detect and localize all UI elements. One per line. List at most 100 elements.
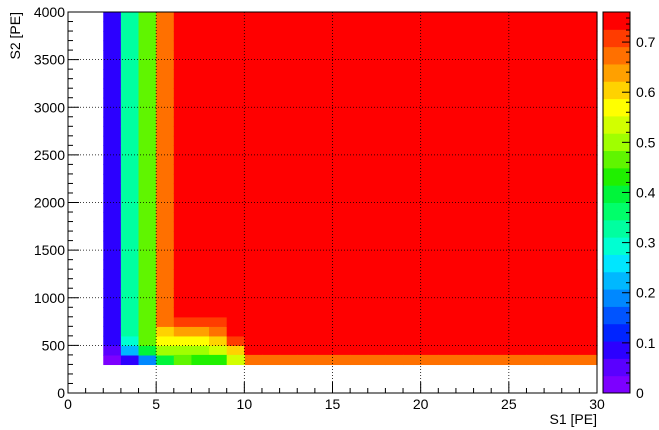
heatmap-cell <box>226 78 245 89</box>
heatmap-cell <box>438 59 457 70</box>
heatmap-cell <box>491 288 510 299</box>
heatmap-cell <box>367 40 386 51</box>
heatmap-cell <box>314 297 334 308</box>
heatmap-cell <box>455 335 475 346</box>
heatmap-cell <box>579 183 598 194</box>
heatmap-cell <box>438 345 457 356</box>
heatmap-cell <box>561 288 580 299</box>
heatmap-cell <box>138 126 157 137</box>
heatmap-cell <box>508 88 528 99</box>
heatmap-cell <box>156 354 175 366</box>
heatmap-cell <box>420 231 439 242</box>
heatmap-cell <box>350 212 369 223</box>
heatmap-cell <box>120 173 140 185</box>
heatmap-cell <box>332 221 351 232</box>
heatmap-cell <box>103 345 122 356</box>
heatmap-cell <box>455 97 475 108</box>
heatmap-cell <box>261 316 281 327</box>
colorbar-tick-label: 0.2 <box>636 285 656 301</box>
heatmap-cell <box>297 212 316 223</box>
heatmap-cell <box>491 221 510 232</box>
heatmap-cell <box>438 316 457 327</box>
heatmap-cell <box>156 345 175 356</box>
heatmap-cell <box>420 250 439 261</box>
heatmap-cell <box>297 135 316 146</box>
heatmap-cell <box>561 78 580 89</box>
heatmap-cell <box>403 145 422 156</box>
heatmap-cell <box>103 154 122 165</box>
heatmap-cell <box>138 269 157 280</box>
heatmap-cell <box>332 288 351 299</box>
heatmap-cell <box>350 31 369 42</box>
heatmap-cell <box>314 278 334 289</box>
heatmap-cell <box>403 173 422 185</box>
heatmap-cell <box>120 183 140 194</box>
heatmap-cell <box>120 307 140 318</box>
heatmap-cell <box>561 278 580 289</box>
heatmap-cell <box>261 173 281 185</box>
heatmap-cell <box>279 88 298 99</box>
heatmap-cell <box>455 145 475 156</box>
heatmap-cell <box>209 107 228 118</box>
heatmap-cell <box>156 145 175 156</box>
heatmap-cell <box>420 316 439 327</box>
heatmap-cell <box>297 231 316 242</box>
heatmap-cell <box>403 269 422 280</box>
heatmap-cell <box>209 231 228 242</box>
heatmap-cell <box>297 12 316 23</box>
heatmap-cell <box>508 31 528 42</box>
heatmap-cell <box>103 326 122 337</box>
heatmap-cell <box>508 59 528 70</box>
heatmap-cell <box>403 154 422 165</box>
heatmap-cell <box>508 335 528 346</box>
heatmap-cell <box>103 50 122 61</box>
heatmap-cell <box>385 107 404 118</box>
heatmap-cell <box>403 21 422 32</box>
heatmap-cell <box>332 21 351 32</box>
heatmap-cell <box>403 12 422 23</box>
heatmap-cell <box>297 69 316 80</box>
heatmap-cell <box>173 126 193 137</box>
heatmap-cell <box>244 288 263 299</box>
heatmap-cell <box>561 50 580 61</box>
colorbar-segment <box>603 98 630 117</box>
heatmap-cell <box>350 250 369 261</box>
heatmap-cell <box>297 288 316 299</box>
heatmap-cell <box>544 269 563 280</box>
heatmap-cell <box>350 202 369 213</box>
heatmap-cell <box>138 221 157 232</box>
heatmap-cell <box>385 288 404 299</box>
heatmap-cell <box>209 40 228 51</box>
heatmap-cell <box>209 173 228 185</box>
heatmap-cell <box>420 88 439 99</box>
heatmap-cell <box>561 326 580 337</box>
heatmap-cell <box>561 21 580 32</box>
heatmap-cell <box>226 231 245 242</box>
heatmap-cell <box>579 135 598 146</box>
heatmap-cell <box>385 50 404 61</box>
heatmap-cell <box>420 297 439 308</box>
colorbar-segment <box>603 219 630 238</box>
heatmap-cell <box>491 135 510 146</box>
heatmap-cell <box>508 202 528 213</box>
heatmap-cell <box>173 50 193 61</box>
heatmap-cell <box>279 50 298 61</box>
heatmap-cell <box>297 221 316 232</box>
heatmap-cell <box>261 231 281 242</box>
heatmap-cell <box>332 107 351 118</box>
heatmap-cell <box>279 354 298 366</box>
heatmap-cell <box>120 335 140 346</box>
heatmap-cell <box>579 212 598 223</box>
heatmap-cell <box>120 31 140 42</box>
heatmap-cell <box>526 50 545 61</box>
heatmap-cell <box>156 50 175 61</box>
heatmap-cell <box>544 335 563 346</box>
heatmap-cell <box>579 316 598 327</box>
heatmap-cell <box>314 326 334 337</box>
colorbar: 0 0.1 0.2 0.3 0.4 0.5 0.6 0.7 <box>602 11 656 401</box>
heatmap-cell <box>526 240 545 251</box>
heatmap-cell <box>120 69 140 80</box>
heatmap-cell <box>173 278 193 289</box>
heatmap-cell <box>103 164 122 175</box>
heatmap-cell <box>156 107 175 118</box>
